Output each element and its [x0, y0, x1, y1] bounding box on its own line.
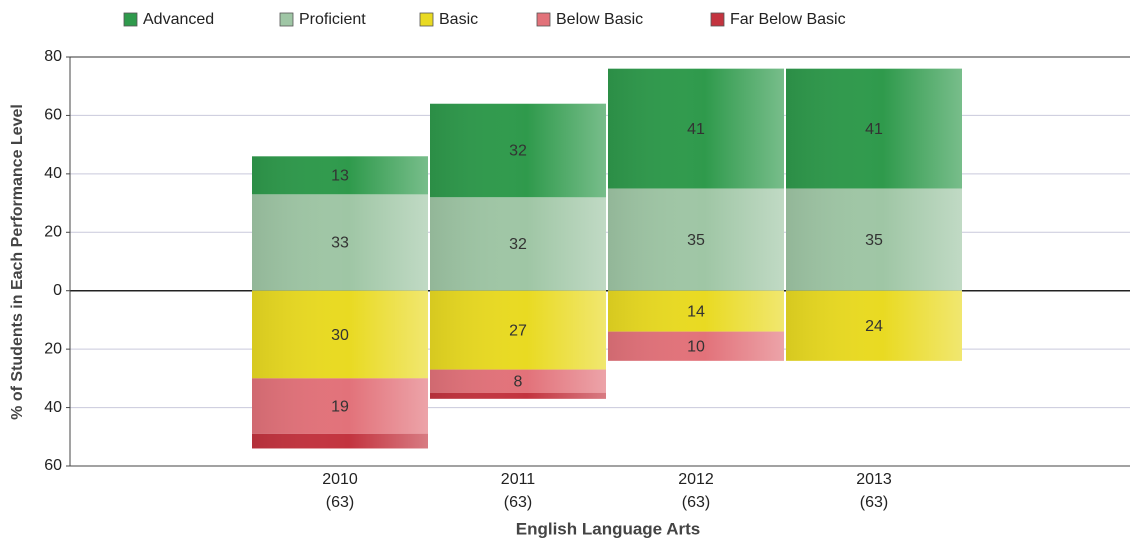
- data-label: 8: [514, 373, 523, 390]
- data-label: 35: [687, 232, 705, 249]
- legend-label: Advanced: [143, 11, 214, 28]
- bar-shade: [786, 188, 962, 291]
- bar-shade: [786, 290, 962, 361]
- data-label: 32: [509, 236, 527, 253]
- legend-swatch: [419, 12, 434, 27]
- bar-shade: [608, 68, 784, 189]
- legend-label: Far Below Basic: [730, 11, 846, 28]
- bar-shade: [252, 290, 428, 379]
- data-label: 10: [687, 338, 705, 355]
- bar-shade: [608, 188, 784, 291]
- data-label: 33: [331, 235, 349, 252]
- bar-shade: [252, 194, 428, 291]
- data-label: 13: [331, 168, 349, 185]
- data-label: 27: [509, 322, 527, 339]
- x-tick-label: 2013: [856, 471, 892, 488]
- y-tick-label: 60: [44, 457, 62, 474]
- y-tick-label: 60: [44, 107, 62, 124]
- legend-swatch: [123, 12, 138, 27]
- y-tick-label: 20: [44, 340, 62, 357]
- bar-shade: [608, 331, 784, 361]
- legend-swatch: [536, 12, 551, 27]
- y-axis-title: % of Students in Each Performance Level: [9, 104, 26, 420]
- bar-shade: [430, 103, 606, 198]
- data-label: 19: [331, 398, 349, 415]
- data-label: 14: [687, 303, 705, 320]
- x-tick-sublabel: (63): [682, 494, 710, 511]
- data-label: 24: [865, 318, 883, 335]
- bar-shade: [252, 378, 428, 434]
- x-tick-label: 2011: [501, 471, 536, 488]
- bar-shade: [430, 197, 606, 291]
- y-tick-label: 40: [44, 165, 62, 182]
- x-tick-sublabel: (63): [860, 494, 888, 511]
- bar-shade: [252, 433, 428, 449]
- y-tick-label: 40: [44, 399, 62, 416]
- legend-label: Basic: [439, 11, 478, 28]
- bar-shade: [430, 290, 606, 370]
- bar-shade: [786, 68, 962, 189]
- x-tick-label: 2010: [322, 471, 358, 488]
- bar-shade: [608, 290, 784, 332]
- data-label: 41: [865, 121, 883, 138]
- data-label: 41: [687, 121, 705, 138]
- x-tick-sublabel: (63): [326, 494, 354, 511]
- y-tick-label: 0: [53, 282, 62, 299]
- legend-label: Proficient: [299, 11, 366, 28]
- x-axis-title: English Language Arts: [516, 519, 701, 538]
- x-tick-sublabel: (63): [504, 494, 532, 511]
- bar-shade: [252, 156, 428, 195]
- legend-swatch: [279, 12, 294, 27]
- legend-label: Below Basic: [556, 11, 643, 28]
- legend-swatch: [710, 12, 725, 27]
- data-label: 32: [509, 143, 527, 160]
- bar-shade: [430, 369, 606, 393]
- data-label: 35: [865, 232, 883, 249]
- y-tick-label: 80: [44, 48, 62, 65]
- y-tick-label: 20: [44, 224, 62, 241]
- data-label: 30: [331, 327, 349, 344]
- bar-shade: [430, 392, 606, 399]
- x-tick-label: 2012: [678, 471, 714, 488]
